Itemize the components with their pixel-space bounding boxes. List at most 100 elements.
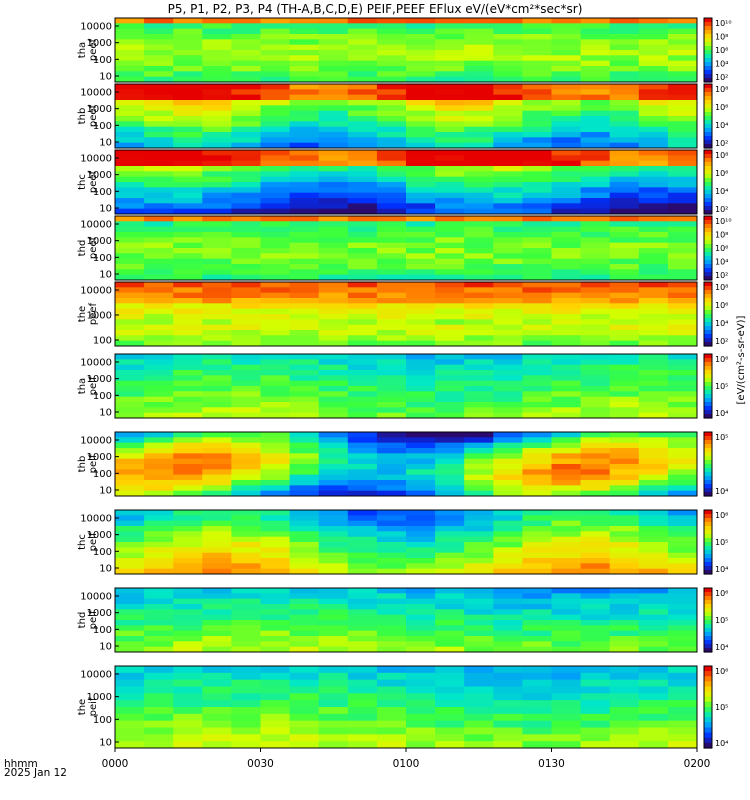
heatmap-cell — [202, 672, 232, 681]
heatmap-cell — [260, 221, 291, 228]
heatmap-cell — [638, 60, 669, 67]
heatmap-cell — [551, 354, 582, 360]
heatmap-cell — [667, 66, 697, 72]
colorbar-band — [704, 480, 712, 485]
heatmap-cell — [464, 686, 494, 694]
heatmap-cell — [260, 672, 291, 681]
heatmap-cell — [406, 50, 436, 56]
heatmap-cell — [144, 84, 174, 90]
heatmap-cell — [522, 386, 553, 392]
heatmap-cell — [115, 375, 145, 382]
heatmap-cell — [115, 187, 145, 194]
heatmap-cell — [202, 166, 232, 172]
colorbar-tick-label: 10⁴ — [715, 409, 728, 418]
heatmap-cell — [144, 100, 174, 106]
heatmap-cell — [406, 520, 436, 527]
heatmap-cell — [231, 340, 262, 346]
heatmap-cell — [144, 666, 174, 674]
heatmap-cell — [493, 155, 523, 162]
heatmap-cell — [522, 237, 553, 244]
heatmap-cell — [406, 44, 436, 51]
heatmap-cell — [667, 515, 697, 522]
heatmap-cell — [144, 558, 174, 564]
heatmap-cell — [406, 734, 436, 742]
heatmap-cell — [609, 221, 640, 228]
heatmap-cell — [464, 526, 494, 532]
heatmap-cell — [551, 604, 582, 610]
heatmap-cell — [376, 116, 407, 122]
heatmap-cell — [289, 237, 320, 244]
y-tick-label: 100 — [93, 55, 112, 66]
panel-frame — [114, 431, 698, 497]
heatmap-cell — [115, 386, 145, 392]
y-tick-label: 10000 — [80, 670, 112, 681]
heatmap-cell — [144, 469, 174, 476]
colorbar-band — [704, 236, 712, 241]
heatmap-cell — [580, 741, 611, 748]
heatmap-cell — [289, 142, 320, 148]
heatmap-cell — [522, 89, 553, 96]
heatmap-cells — [115, 18, 697, 82]
heatmap-cell — [638, 171, 669, 178]
heatmap-cell — [638, 160, 669, 167]
heatmap-cell — [376, 89, 407, 96]
heatmap-cell — [464, 630, 494, 637]
heatmap-cell — [173, 89, 203, 96]
heatmap-cell — [347, 335, 378, 342]
heatmap-cell — [522, 34, 553, 40]
colorbar-band — [704, 42, 712, 47]
heatmap-cell — [638, 370, 669, 376]
heatmap-cell — [231, 510, 262, 516]
heatmap-cell — [435, 182, 465, 188]
heatmap-cell — [551, 137, 582, 144]
heatmap-cell — [638, 641, 669, 648]
panel-ylabel: thbpeif — [77, 454, 99, 473]
colorbar-band — [704, 390, 712, 395]
colorbar-tick-label: 10⁶ — [715, 169, 728, 178]
heatmap-cell — [464, 182, 494, 188]
heatmap-cell — [609, 630, 640, 637]
heatmap-cell — [144, 490, 174, 496]
colorbar-band — [704, 354, 712, 359]
heatmap-cell — [464, 531, 494, 538]
heatmap-cell — [144, 44, 174, 51]
heatmap-cell — [667, 308, 697, 315]
ylabel-product: peif — [88, 454, 99, 473]
heatmap-cell — [347, 192, 378, 199]
heatmap-cell — [435, 126, 465, 133]
heatmap-cell — [464, 588, 494, 594]
heatmap-cell — [435, 269, 465, 276]
heatmap-cell — [522, 402, 553, 408]
heatmap-cell — [260, 182, 291, 188]
heatmap-cell — [318, 155, 349, 162]
heatmap-cell — [376, 155, 407, 162]
heatmap-cell — [202, 469, 232, 476]
heatmap-cell — [464, 625, 494, 632]
heatmap-cell — [260, 646, 291, 652]
heatmap-cell — [347, 182, 378, 188]
heatmap-cell — [289, 364, 320, 371]
heatmap-cell — [435, 515, 465, 522]
heatmap-cell — [551, 380, 582, 387]
heatmap-cell — [493, 588, 523, 594]
heatmap-cell — [173, 391, 203, 398]
heatmap-cell — [289, 55, 320, 62]
heatmap-cell — [202, 28, 232, 35]
heatmap-cell — [667, 232, 697, 238]
heatmap-cell — [202, 679, 232, 688]
heatmap-cell — [115, 324, 145, 331]
heatmap-cell — [318, 60, 349, 67]
heatmap-cell — [347, 515, 378, 522]
heatmap-cell — [609, 292, 640, 299]
heatmap-cell — [202, 50, 232, 56]
heatmap-cell — [289, 359, 320, 366]
heatmap-cell — [609, 364, 640, 371]
heatmap-cell — [115, 23, 145, 30]
heatmap-cell — [609, 700, 640, 708]
heatmap-cell — [609, 474, 640, 481]
heatmap-cell — [376, 298, 407, 304]
heatmap-cell — [435, 453, 465, 460]
heatmap-cell — [318, 253, 349, 260]
heatmap-cell — [347, 402, 378, 408]
heatmap-cell — [318, 407, 349, 414]
